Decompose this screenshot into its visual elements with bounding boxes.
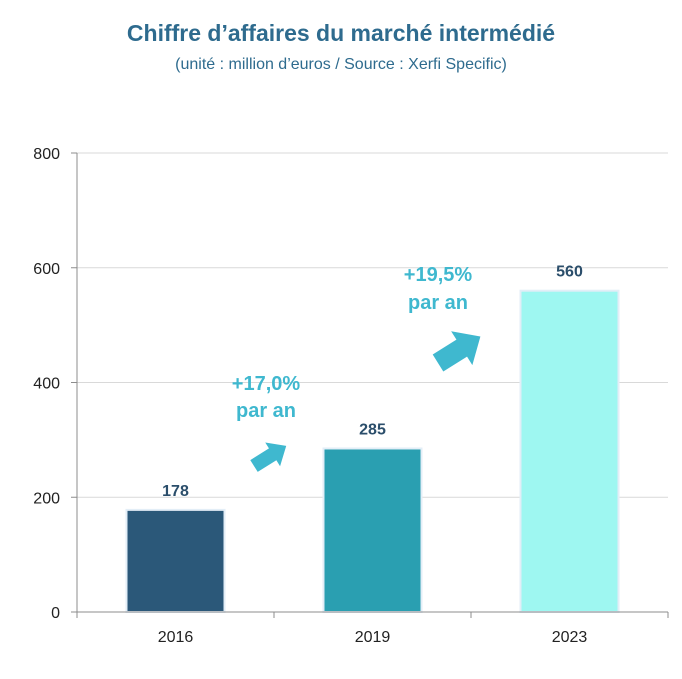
- data-label: 178: [162, 483, 189, 500]
- growth-annotation-2-line1: +19,5%: [404, 264, 473, 286]
- growth-arrow-2-icon: [432, 331, 481, 372]
- bar-2019: [322, 447, 423, 614]
- chart-title: Chiffre d’affaires du marché intermédié: [126, 20, 556, 46]
- chart-subtitle: (unité : million d’euros / Source : Xerf…: [175, 56, 507, 73]
- y-tick-label: 400: [33, 376, 60, 393]
- bars: 178 285 560: [125, 264, 620, 614]
- x-axis: 2016 2019 2023: [76, 611, 669, 646]
- data-label: 285: [359, 421, 386, 438]
- growth-arrow-1-icon: [250, 442, 287, 472]
- data-label: 560: [556, 264, 583, 281]
- x-tick-label: 2023: [552, 629, 588, 646]
- y-axis: 0 200 400 600 800: [33, 146, 78, 622]
- x-tick-label: 2019: [355, 629, 391, 646]
- growth-annotation-1-line2: par an: [236, 400, 296, 422]
- growth-annotation-1-line1: +17,0%: [232, 373, 301, 395]
- x-tick-label: 2016: [158, 629, 194, 646]
- bar-2016: [125, 508, 226, 613]
- y-tick-label: 200: [33, 490, 60, 507]
- y-tick-label: 600: [33, 261, 60, 278]
- growth-annotation-2-line2: par an: [408, 292, 468, 314]
- y-tick-label: 0: [51, 605, 60, 622]
- bar-2023: [519, 289, 620, 613]
- y-tick-label: 800: [33, 146, 60, 163]
